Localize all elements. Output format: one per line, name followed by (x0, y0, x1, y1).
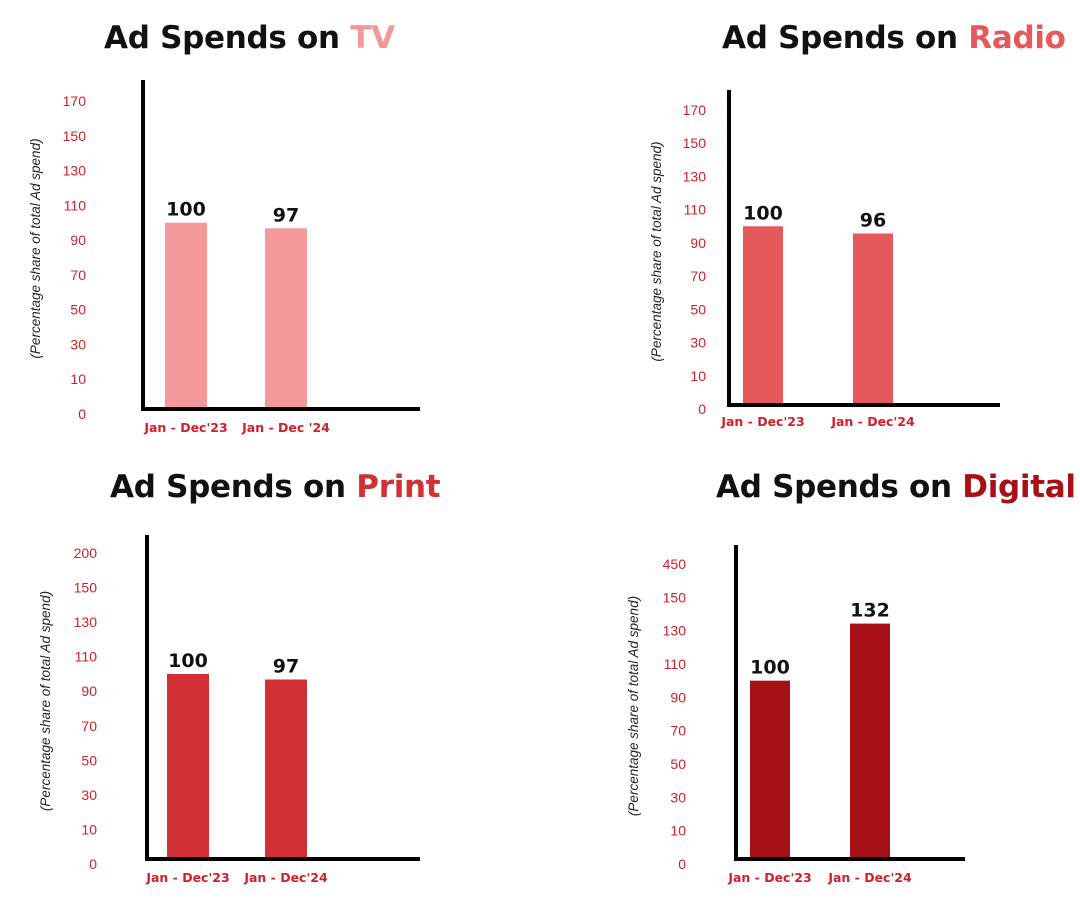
y-tick-label: 150 (74, 580, 98, 596)
chart-title-prefix: Ad Spends on (722, 20, 969, 56)
chart-title-highlight: Print (356, 469, 441, 505)
y-axis-title: (Percentage share of total Ad spend) (626, 596, 641, 816)
chart-title-prefix: Ad Spends on (110, 469, 357, 505)
chart-panel-radio: Ad Spends on Radio 0 10 30 50 70 90 110 130 150 1… (540, 0, 1080, 455)
y-tick-label: 70 (70, 267, 86, 283)
y-tick-label: 110 (664, 656, 687, 672)
bar (750, 680, 790, 859)
y-tick-label: 90 (670, 689, 686, 705)
y-tick-label: 150 (663, 589, 687, 605)
y-tick-label: 30 (70, 336, 86, 352)
y-tick-label: 170 (683, 102, 707, 118)
chart-title: Ad Spends on TV (104, 20, 395, 56)
y-tick-label: 30 (81, 787, 97, 803)
y-tick-label: 70 (670, 723, 686, 739)
bar-value-label: 100 (743, 202, 783, 224)
y-tick-label: 10 (81, 821, 97, 837)
y-tick-label: 50 (690, 301, 706, 317)
bar-value-label: 100 (750, 657, 790, 679)
x-category-label: Jan - Dec'23 (145, 870, 229, 885)
chart-svg: 0 10 30 50 70 90 110 130 150 170 (Percentage share… (649, 90, 1000, 429)
y-tick-label: 0 (698, 401, 706, 417)
y-axis-title: (Percentage share of total Ad spend) (649, 141, 664, 361)
bar (167, 673, 209, 859)
y-tick-label: 10 (670, 823, 686, 839)
bar (165, 222, 207, 409)
y-tick-label: 110 (64, 197, 87, 213)
x-category-label: Jan - Dec'24 (827, 870, 912, 885)
bar (853, 233, 893, 405)
x-category-label: Jan - Dec'24 (243, 870, 328, 885)
x-category-label: Jan - Dec'23 (143, 420, 227, 435)
y-axis-title: (Percentage share of total Ad spend) (38, 591, 53, 811)
y-tick-label: 110 (684, 202, 707, 218)
bar-value-label: 97 (273, 655, 299, 677)
y-tick-label: 70 (81, 718, 97, 734)
y-tick-label: 200 (74, 545, 98, 561)
bar-value-label: 96 (860, 209, 886, 231)
chart-title: Ad Spends on Radio (722, 20, 1066, 56)
bar (743, 226, 783, 405)
y-tick-label: 50 (70, 302, 86, 318)
y-tick-label: 50 (670, 756, 686, 772)
y-tick-label: 10 (690, 368, 706, 384)
y-tick-label: 90 (690, 235, 706, 251)
bar-value-label: 132 (850, 600, 890, 622)
chart-svg: 0 10 30 50 70 90 110 130 150 450 (Percentage share… (626, 545, 965, 885)
y-tick-label: 130 (663, 623, 687, 639)
bar (265, 679, 307, 859)
bar-value-label: 97 (273, 204, 299, 226)
y-tick-label: 170 (63, 93, 87, 109)
bar-value-label: 100 (166, 199, 206, 221)
y-tick-label: 50 (81, 752, 97, 768)
y-axis-title: (Percentage share of total Ad spend) (28, 138, 43, 358)
bar (265, 228, 307, 409)
x-category-label: Jan - Dec '24 (241, 420, 330, 435)
y-tick-label: 450 (663, 556, 687, 572)
chart-title-highlight: Digital (962, 469, 1076, 505)
y-tick-label: 0 (89, 856, 97, 872)
y-tick-label: 150 (683, 135, 707, 151)
y-tick-label: 30 (690, 335, 706, 351)
bar-value-label: 100 (168, 650, 208, 672)
x-category-label: Jan - Dec'23 (720, 414, 804, 429)
y-tick-label: 0 (78, 406, 86, 422)
chart-title-prefix: Ad Spends on (716, 469, 963, 505)
bar (850, 623, 890, 859)
y-tick-label: 70 (690, 268, 706, 284)
chart-panel-digital: Ad Spends on Digital 0 10 30 50 70 90 110 130 15… (540, 455, 1080, 910)
y-tick-label: 90 (70, 232, 86, 248)
y-tick-label: 30 (670, 789, 686, 805)
y-tick-label: 110 (75, 649, 98, 665)
y-tick-label: 90 (81, 683, 97, 699)
y-tick-label: 130 (683, 168, 707, 184)
chart-title: Ad Spends on Print (110, 469, 441, 505)
chart-panel-tv: Ad Spends on TV 0 10 30 50 70 90 110 130 150 170 (… (0, 0, 540, 455)
chart-svg: 0 10 30 50 70 90 110 130 150 170 (Percentage share… (28, 80, 420, 435)
y-tick-label: 130 (63, 163, 87, 179)
chart-title-highlight: TV (350, 20, 395, 56)
chart-title-prefix: Ad Spends on (104, 20, 351, 56)
chart-title: Ad Spends on Digital (716, 469, 1076, 505)
y-tick-label: 130 (74, 614, 98, 630)
x-category-label: Jan - Dec'24 (830, 414, 915, 429)
chart-panel-print: Ad Spends on Print 0 10 30 50 70 90 110 130 150 2… (0, 455, 540, 910)
y-tick-label: 0 (678, 856, 686, 872)
y-tick-label: 10 (70, 371, 86, 387)
chart-svg: 0 10 30 50 70 90 110 130 150 200 (Percentage share… (38, 535, 420, 885)
chart-title-highlight: Radio (968, 20, 1066, 56)
x-category-label: Jan - Dec'23 (727, 870, 811, 885)
y-tick-label: 150 (63, 128, 87, 144)
